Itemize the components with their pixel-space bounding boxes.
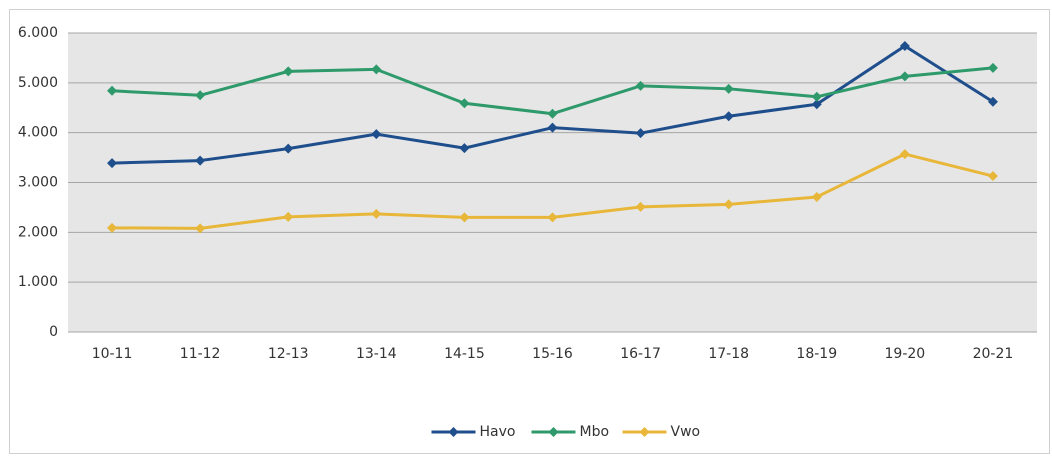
legend-marker <box>639 427 650 437</box>
data-point <box>987 171 998 182</box>
legend-label: Havo <box>480 424 516 440</box>
data-point <box>459 212 470 223</box>
data-point <box>899 149 910 160</box>
data-point <box>107 85 118 96</box>
data-point <box>899 71 910 82</box>
data-point <box>107 158 118 169</box>
data-point <box>723 83 734 94</box>
data-point <box>283 143 294 154</box>
x-tick-label: 15-16 <box>532 346 573 362</box>
legend-label: Vwo <box>671 424 701 440</box>
legend-label: Mbo <box>580 424 610 440</box>
data-point <box>987 62 998 73</box>
data-point <box>899 40 910 51</box>
x-tick-label: 19-20 <box>885 346 926 362</box>
data-point <box>811 191 822 202</box>
data-point <box>723 111 734 122</box>
data-point <box>371 208 382 219</box>
x-tick-label: 20-21 <box>973 346 1014 362</box>
x-tick-label: 11-12 <box>180 346 221 362</box>
x-tick-label: 17-18 <box>708 346 749 362</box>
x-tick-label: 16-17 <box>620 346 661 362</box>
data-point <box>195 90 206 101</box>
legend-marker <box>548 427 559 437</box>
legend-marker <box>448 427 459 437</box>
data-point <box>107 222 118 233</box>
x-tick-label: 18-19 <box>796 346 837 362</box>
data-point <box>459 143 470 154</box>
data-point <box>987 96 998 107</box>
data-point <box>371 129 382 140</box>
data-point <box>547 122 558 133</box>
y-tick-label: 1.000 <box>18 274 58 290</box>
data-point <box>635 128 646 139</box>
data-point <box>283 66 294 77</box>
data-point <box>459 98 470 109</box>
data-point <box>195 155 206 166</box>
data-point <box>635 80 646 91</box>
x-tick-label: 13-14 <box>356 346 397 362</box>
data-point <box>547 212 558 223</box>
y-tick-label: 0 <box>49 324 58 340</box>
x-tick-label: 12-13 <box>268 346 309 362</box>
y-tick-label: 2.000 <box>18 224 58 240</box>
data-point <box>723 199 734 210</box>
data-point <box>811 99 822 110</box>
data-point <box>547 108 558 119</box>
data-point <box>811 91 822 102</box>
y-tick-label: 3.000 <box>18 175 58 191</box>
x-tick-label: 14-15 <box>444 346 485 362</box>
y-tick-label: 6.000 <box>18 25 58 41</box>
data-point <box>283 211 294 222</box>
y-tick-label: 4.000 <box>18 125 58 141</box>
x-tick-label: 10-11 <box>92 346 133 362</box>
data-point <box>635 201 646 212</box>
data-point <box>195 223 206 234</box>
data-point <box>371 64 382 75</box>
y-tick-label: 5.000 <box>18 75 58 91</box>
